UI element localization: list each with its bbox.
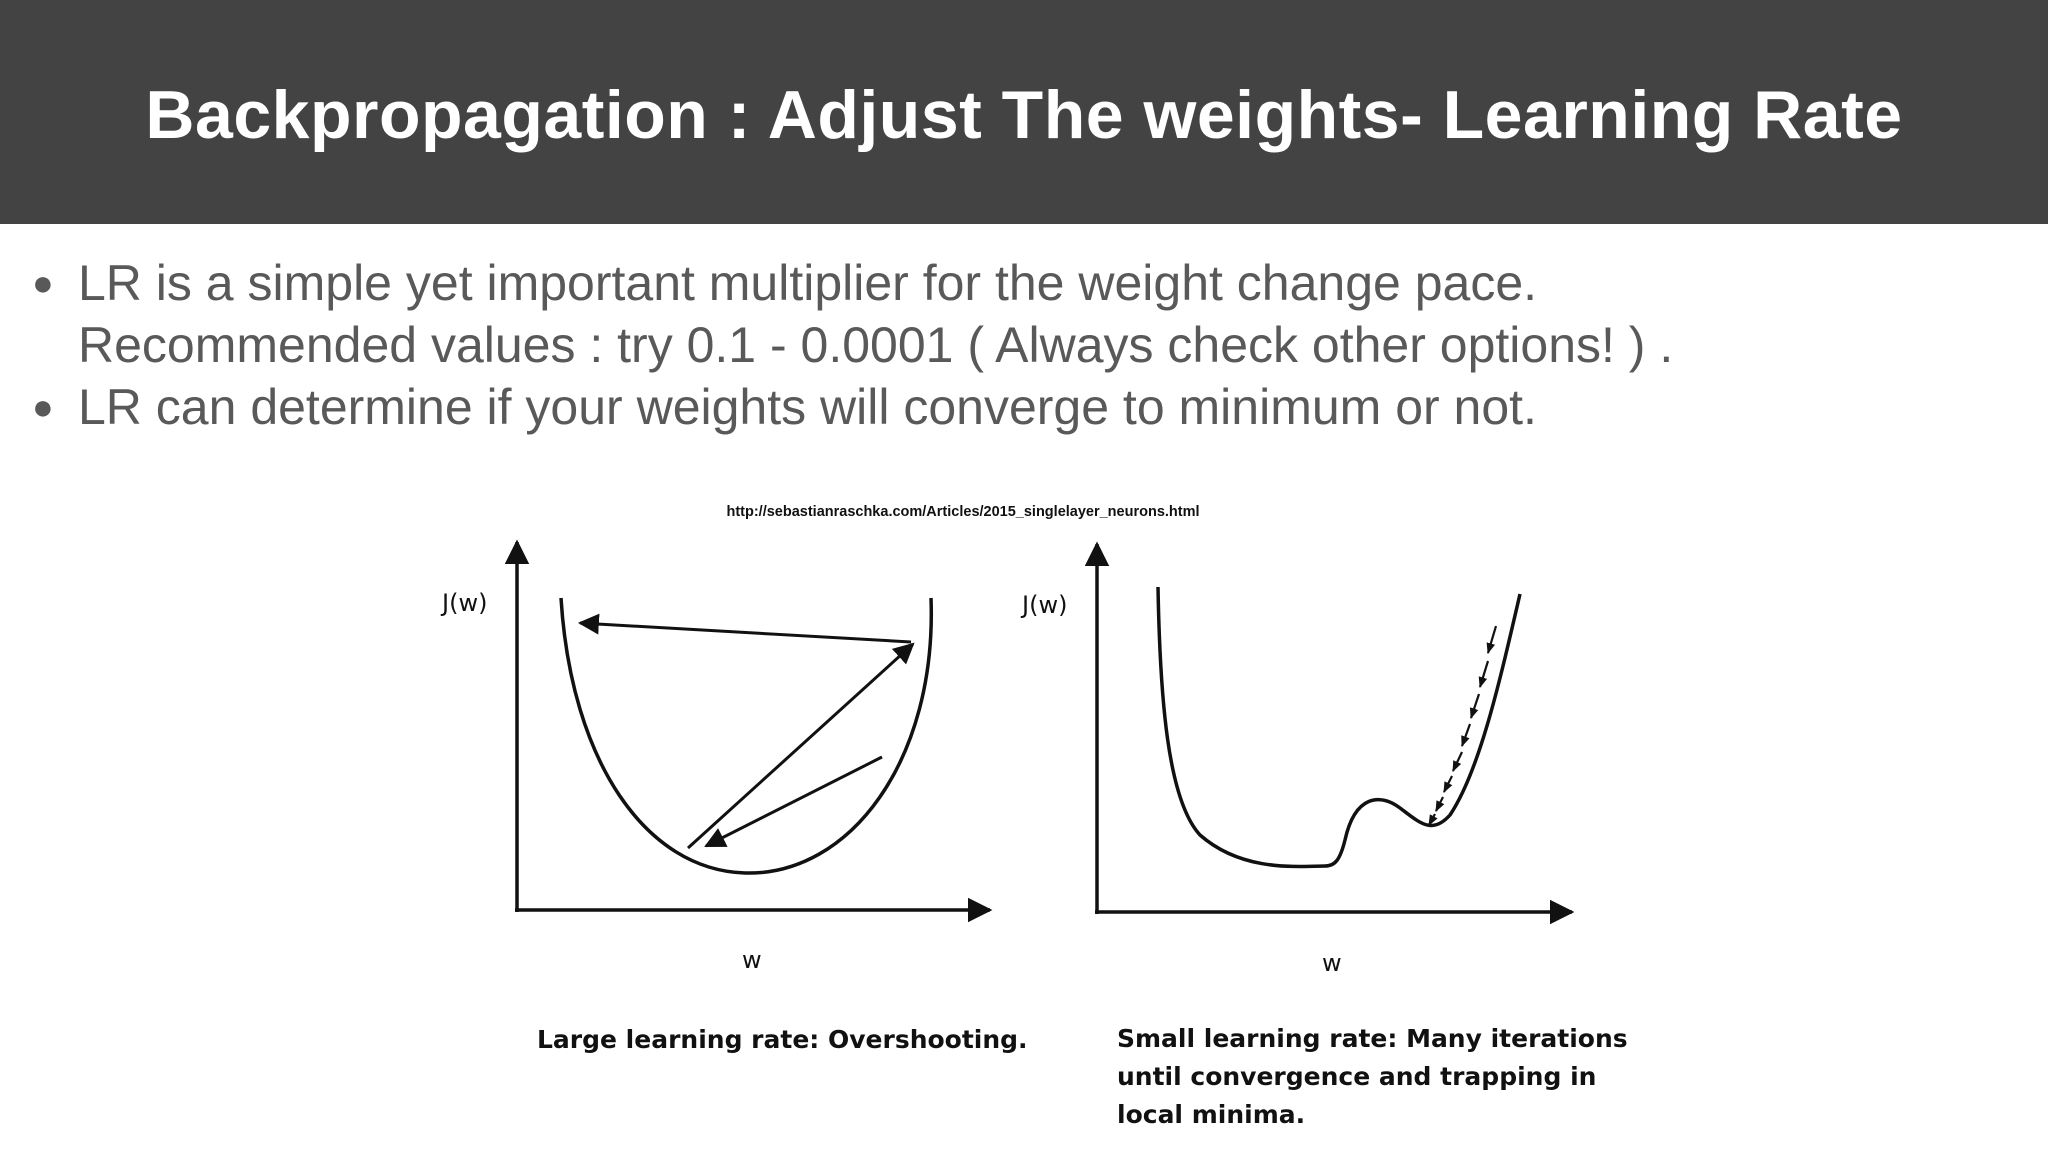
small-step-arrow bbox=[1435, 796, 1445, 812]
source-url: http://sebastianraschka.com/Articles/201… bbox=[726, 504, 1199, 520]
right-caption-line-3: local minima. bbox=[1117, 1100, 1305, 1129]
right-caption-line-2: until convergence and trapping in bbox=[1117, 1062, 1596, 1091]
right-cost-curve bbox=[1156, 586, 1522, 869]
left-y-axis-label: J(w) bbox=[440, 589, 487, 617]
overshoot-step-2-arrow bbox=[686, 642, 915, 850]
small-step-arrow bbox=[1443, 775, 1453, 793]
slide-title: Backpropagation : Adjust The weights- Le… bbox=[145, 77, 1903, 153]
overshoot-step-3-arrow bbox=[577, 613, 912, 644]
left-caption: Large learning rate: Overshooting. bbox=[537, 1025, 1028, 1054]
left-cost-curve bbox=[559, 597, 933, 875]
bullet-item: ● LR can determine if your weights will … bbox=[30, 376, 2010, 438]
bullet-text: LR can determine if your weights will co… bbox=[78, 379, 1537, 435]
small-step-arrow bbox=[1428, 813, 1438, 826]
bullet-text: Recommended values : try 0.1 - 0.0001 ( … bbox=[78, 317, 1674, 373]
left-x-axis-label: w bbox=[742, 946, 762, 974]
right-x-axis-label: w bbox=[1322, 949, 1342, 977]
overshoot-step-1-arrow bbox=[704, 755, 883, 848]
right-y-axis-label: J(w) bbox=[1020, 591, 1067, 619]
bullet-list: ● LR is a simple yet important multiplie… bbox=[30, 252, 2010, 438]
title-bar: Backpropagation : Adjust The weights- Le… bbox=[0, 0, 2048, 224]
small-step-arrows bbox=[1428, 625, 1498, 826]
bullet-item: ● LR is a simple yet important multiplie… bbox=[30, 252, 2010, 376]
small-step-arrow bbox=[1460, 723, 1472, 748]
bullet-dot-icon: ● bbox=[32, 262, 54, 303]
small-step-arrow bbox=[1478, 660, 1490, 689]
left-panel: J(w) w Large learning rate: Overshooting… bbox=[440, 539, 1028, 1054]
small-step-arrow bbox=[1452, 751, 1463, 772]
right-panel: J(w) w Small learning rate: Many iterati… bbox=[1020, 541, 1628, 1129]
bullet-text: LR is a simple yet important multiplier … bbox=[78, 255, 1538, 311]
small-step-arrow bbox=[1486, 625, 1498, 655]
right-caption-line-1: Small learning rate: Many iterations bbox=[1117, 1024, 1628, 1053]
small-step-arrow bbox=[1469, 693, 1481, 720]
bullet-dot-icon: ● bbox=[32, 386, 54, 427]
